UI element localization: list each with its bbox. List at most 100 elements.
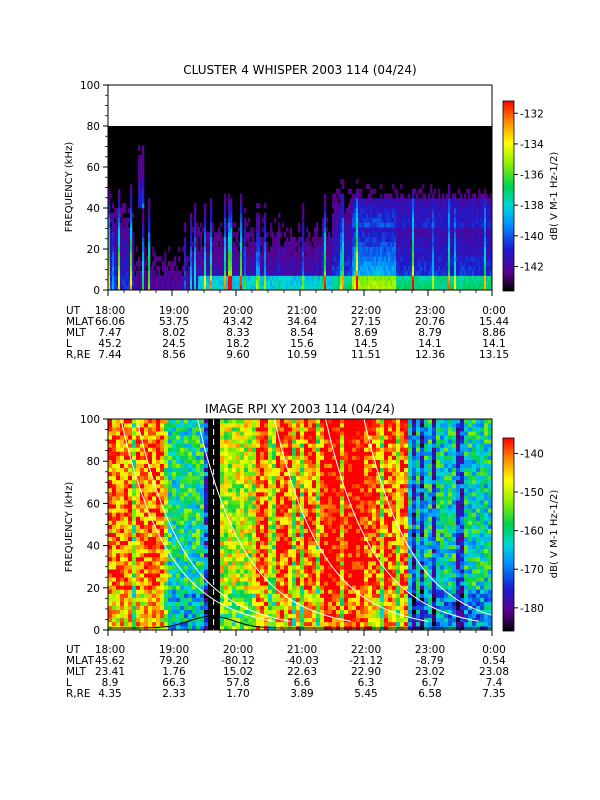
- colorbar-tick-label: -170: [520, 564, 544, 576]
- ephemeris-value: 22.63: [287, 666, 317, 678]
- ephemeris-value: -80.12: [221, 655, 255, 667]
- ephemeris-value: 0.54: [482, 655, 506, 667]
- ephemeris-value: 11.51: [351, 349, 381, 361]
- cutoff-curve: [325, 418, 480, 622]
- ephemeris-value: 5.45: [354, 688, 377, 700]
- ephemeris-value: 27.15: [351, 316, 381, 328]
- ephemeris-value: 7.35: [482, 688, 505, 700]
- spectrogram-plot: [107, 418, 518, 631]
- colorbar-ticks: -140 -150 -160 -170 -180: [514, 448, 544, 615]
- ephemeris-value: 0:00: [482, 644, 506, 656]
- ephemeris-row-label: L: [66, 677, 72, 689]
- ephemeris-value: 9.60: [226, 349, 249, 361]
- y-axis: 0 20 40 60 80 100: [80, 414, 108, 637]
- colorbar: -132 -134 -136 -138 -140 -142 dB( V M-1 Hz-1/…: [502, 100, 560, 292]
- ephemeris-table: UT 18:00 19:00 20:00 21:00 22:00 23:00 0:00 MLAT…: [66, 305, 509, 361]
- ephemeris-value: 1.70: [226, 688, 249, 700]
- panel-whisper: CLUSTER 4 WHISPER 2003 114 (04/24) 0 20 40…: [64, 63, 560, 361]
- ephemeris-value: 7.44: [98, 349, 122, 361]
- ephemeris-value: 8.79: [418, 327, 441, 339]
- ephemeris-value: 8.69: [354, 327, 377, 339]
- ephemeris-value: 8.9: [102, 677, 119, 689]
- plasma-frequency-curve: [108, 615, 492, 629]
- colorbar-tick-label: -140: [520, 231, 544, 243]
- colorbar-tick-label: -150: [520, 487, 544, 499]
- ephemeris-value: 14.1: [482, 338, 505, 350]
- ephemeris-value: 7.4: [486, 677, 503, 689]
- x-axis: [107, 290, 493, 296]
- ephemeris-row-label: MLT: [66, 327, 86, 339]
- ephemeris-value: 21:00: [287, 305, 317, 317]
- ephemeris-value: 20:00: [223, 305, 253, 317]
- ephemeris-value: 20.76: [415, 316, 445, 328]
- ephemeris-row-label: R,RE: [66, 688, 91, 700]
- ephemeris-value: 7.47: [98, 327, 121, 339]
- ephemeris-row-label: MLAT: [66, 316, 95, 328]
- y-tick-label: 0: [93, 285, 100, 297]
- ephemeris-value: 45.2: [98, 338, 121, 350]
- ephemeris-value: 21:00: [287, 644, 317, 656]
- panel-title: IMAGE RPI XY 2003 114 (04/24): [205, 402, 395, 416]
- colorbar-tick-label: -142: [520, 261, 544, 273]
- ephemeris-value: -40.03: [285, 655, 319, 667]
- ephemeris-row-label: R,RE: [66, 349, 91, 361]
- ephemeris-value: 53.75: [159, 316, 189, 328]
- ephemeris-value: 8.02: [162, 327, 185, 339]
- ephemeris-value: 10.59: [287, 349, 317, 361]
- ephemeris-value: 23.02: [415, 666, 445, 678]
- ephemeris-value: 15.44: [479, 316, 509, 328]
- ephemeris-value: 19:00: [159, 305, 189, 317]
- ephemeris-table: UT 18:00 19:00 20:00 21:00 22:00 23:00 0:00 MLAT…: [66, 644, 509, 700]
- ephemeris-value: 24.5: [162, 338, 185, 350]
- y-tick-label: 20: [87, 244, 100, 256]
- ephemeris-value: 22:00: [351, 644, 381, 656]
- ephemeris-value: -21.12: [349, 655, 383, 667]
- ephemeris-value: 19:00: [159, 644, 189, 656]
- colorbar-tick-label: -132: [520, 108, 544, 120]
- colorbar-ticks: -132 -134 -136 -138 -140 -142: [514, 108, 544, 273]
- ephemeris-value: 8.86: [482, 327, 506, 339]
- cutoff-curve: [136, 418, 291, 622]
- ephemeris-value: 15.02: [223, 666, 253, 678]
- y-axis-label: FREQUENCY (kHz): [64, 482, 75, 573]
- ephemeris-value: 23.08: [479, 666, 509, 678]
- ephemeris-value: 20:00: [223, 644, 253, 656]
- ephemeris-value: 14.1: [418, 338, 441, 350]
- ephemeris-value: 8.54: [290, 327, 314, 339]
- colorbar-tick-label: -138: [520, 200, 544, 212]
- y-tick-label: 20: [87, 583, 100, 595]
- colorbar-tick-label: -134: [520, 139, 544, 151]
- spectrogram-cells: [108, 126, 493, 291]
- cutoff-curve: [273, 418, 429, 622]
- ephemeris-value: 45.62: [95, 655, 125, 667]
- ephemeris-value: 22.90: [351, 666, 381, 678]
- colorbar: -140 -150 -160 -170 -180 dB( V M-1 Hz-1/2): [502, 437, 560, 632]
- ephemeris-value: 14.5: [354, 338, 377, 350]
- colorbar-tick-label: -140: [520, 448, 544, 460]
- ephemeris-row-label: MLAT: [66, 655, 95, 667]
- ephemeris-value: -8.79: [416, 655, 443, 667]
- colorbar-tick-label: -180: [520, 603, 544, 615]
- y-tick-label: 60: [87, 162, 100, 174]
- y-tick-label: 100: [80, 414, 100, 426]
- ephemeris-value: 79.20: [159, 655, 189, 667]
- colorbar-label: dB( V M-1 Hz-1/2): [549, 152, 560, 241]
- ephemeris-value: 18:00: [95, 644, 125, 656]
- ephemeris-value: 3.89: [290, 688, 313, 700]
- y-axis: 0 20 40 60 80 100: [80, 80, 108, 297]
- ephemeris-value: 13.15: [479, 349, 509, 361]
- ephemeris-value: 6.7: [422, 677, 439, 689]
- ephemeris-value: 0:00: [482, 305, 506, 317]
- ephemeris-value: 4.35: [98, 688, 121, 700]
- ephemeris-value: 8.33: [226, 327, 249, 339]
- colorbar-scale: [502, 437, 515, 632]
- ephemeris-value: 6.6: [294, 677, 311, 689]
- ephemeris-value: 2.33: [162, 688, 185, 700]
- colorbar-tick-label: -160: [520, 526, 544, 538]
- ephemeris-value: 43.42: [223, 316, 253, 328]
- ephemeris-value: 66.3: [162, 677, 185, 689]
- ephemeris-value: 66.06: [95, 316, 125, 328]
- ephemeris-value: 23.41: [95, 666, 125, 678]
- ephemeris-value: 12.36: [415, 349, 445, 361]
